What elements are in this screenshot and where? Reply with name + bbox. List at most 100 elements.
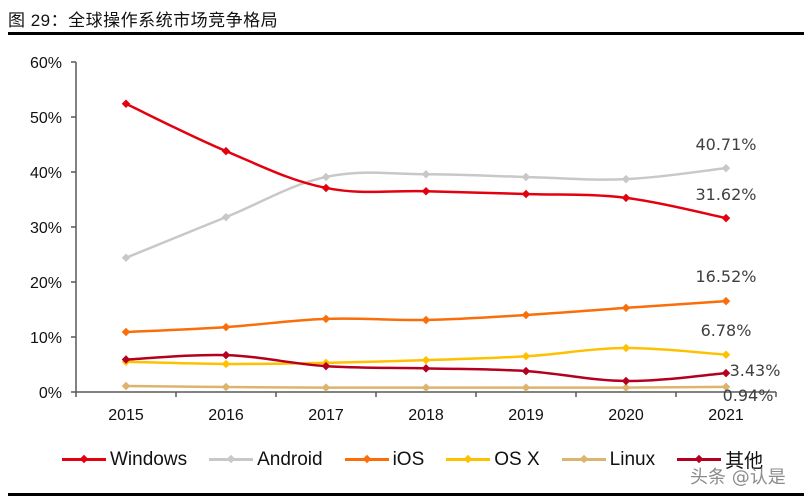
series-windows (121, 99, 731, 223)
data-point-other (721, 368, 731, 378)
data-point-os-x (221, 359, 231, 369)
diamond-marker-icon (464, 454, 473, 464)
x-tick-label: 2018 (408, 407, 444, 424)
y-tick-label: 50% (30, 110, 62, 127)
data-point-ios (221, 322, 231, 332)
diamond-marker-icon (694, 454, 704, 464)
data-point-linux (521, 383, 531, 392)
x-tick-label: 2020 (608, 407, 644, 424)
legend-swatch (446, 454, 491, 464)
x-tick-label: 2019 (508, 407, 544, 424)
legend-label: 其他 (725, 451, 764, 472)
legend: Windows Android iOS OS X Linux 其他 (62, 446, 785, 473)
top-rule (8, 32, 804, 35)
data-point-android (721, 163, 731, 173)
x-tick-label: 2016 (208, 407, 244, 424)
y-tick-label: 0% (39, 385, 62, 402)
data-point-other (421, 364, 431, 373)
legend-swatch (561, 454, 606, 464)
series-other (121, 350, 731, 386)
diamond-marker-icon (79, 454, 89, 464)
y-tick-label: 60% (30, 55, 62, 72)
data-point-windows (121, 99, 131, 109)
series-android (121, 163, 731, 263)
data-point-linux (121, 381, 131, 391)
data-point-ios (621, 303, 631, 313)
y-tick-label: 30% (30, 220, 62, 237)
data-point-ios (321, 314, 331, 324)
legend-item-ios: iOS (344, 448, 425, 471)
data-point-windows (721, 213, 731, 223)
data-label-ios: 16.52% (695, 267, 756, 286)
data-point-os-x (421, 355, 431, 365)
legend-item-linux: Linux (561, 448, 656, 471)
data-point-linux (621, 383, 631, 392)
legend-item-os-x: OS X (446, 448, 540, 471)
diamond-marker-icon (362, 454, 371, 464)
data-point-other (121, 355, 131, 364)
legend-label: OS X (494, 448, 540, 470)
x-tick-label: 2021 (708, 407, 744, 424)
data-point-other (221, 350, 231, 360)
data-point-windows (321, 183, 331, 193)
data-point-other (621, 376, 631, 386)
data-point-windows (421, 187, 431, 196)
legend-item-other: 其他 (677, 446, 763, 473)
legend-label: iOS (392, 448, 425, 470)
data-label-android: 40.71% (695, 135, 756, 154)
data-point-windows (621, 193, 631, 203)
data-label-os-x: 6.78% (701, 321, 752, 340)
data-point-ios (721, 296, 731, 306)
data-point-ios (121, 327, 131, 337)
series-line-android (125, 166, 727, 259)
data-point-android (321, 172, 331, 182)
x-tick-label: 2017 (308, 407, 344, 424)
data-point-windows (521, 189, 531, 199)
data-labels: 31.62% 40.71% 16.52% 6.78% 0.94% 3.43% (695, 135, 780, 405)
y-tick-label: 10% (30, 330, 62, 347)
x-axis: 2015 2016 2017 2018 2019 2020 2021 (75, 391, 777, 424)
data-point-android (521, 172, 531, 182)
diamond-marker-icon (579, 454, 588, 464)
legend-swatch (209, 454, 254, 464)
y-axis: 0% 10% 20% 30% 40% 50% 60% (30, 55, 77, 402)
data-label-linux: 0.94% (723, 386, 774, 405)
legend-label: Linux (609, 448, 656, 470)
figure-title: 图 29：全球操作系统市场竞争格局 (8, 11, 279, 30)
data-point-android (121, 253, 131, 263)
data-point-ios (421, 315, 431, 325)
series-line-windows (125, 102, 727, 220)
x-tick-label: 2015 (108, 407, 144, 424)
data-point-linux (221, 382, 231, 392)
watermark: 头条 @认是 (690, 467, 786, 488)
data-point-android (221, 212, 231, 222)
legend-swatch (677, 454, 722, 464)
data-point-ios (521, 310, 531, 320)
data-point-os-x (521, 352, 531, 361)
data-point-windows (221, 146, 231, 156)
series-ios (121, 296, 731, 337)
diamond-marker-icon (226, 454, 236, 464)
data-label-other: 3.43% (730, 361, 781, 380)
legend-swatch (62, 454, 106, 464)
data-point-android (621, 174, 631, 184)
y-tick-label: 20% (30, 275, 62, 292)
legend-item-android: Android (209, 449, 323, 471)
legend-item-windows: Windows (62, 449, 187, 471)
data-label-windows: 31.62% (695, 185, 756, 204)
bottom-rule (8, 493, 804, 496)
data-point-other (521, 366, 531, 376)
y-tick-label: 40% (30, 165, 62, 182)
legend-label: Windows (110, 448, 188, 470)
data-point-linux (321, 383, 331, 392)
data-point-other (321, 361, 331, 371)
data-point-linux (721, 382, 731, 392)
data-point-os-x (621, 343, 631, 353)
legend-label: Android (257, 448, 323, 470)
series-lines (121, 99, 731, 392)
data-point-android (421, 169, 431, 179)
legend-swatch (344, 454, 389, 464)
data-point-linux (421, 383, 431, 392)
series-linux (121, 381, 731, 392)
